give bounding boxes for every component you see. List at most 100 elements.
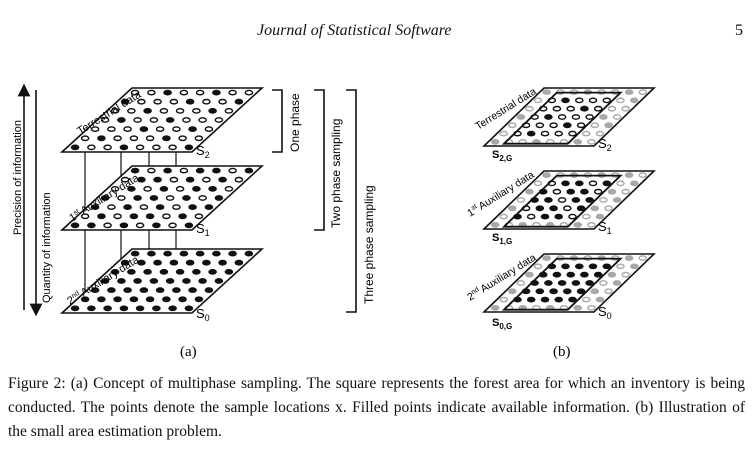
plane-b-s0-small-area [501, 257, 623, 311]
sample-point [97, 296, 106, 303]
sample-point [179, 250, 189, 257]
sample-point [544, 114, 553, 120]
sample-point [87, 144, 96, 151]
sample-point [153, 98, 162, 105]
caption-text: (a) Concept of multiphase sampling. The … [8, 375, 745, 440]
sample-point [595, 130, 605, 137]
sample-point [612, 280, 622, 286]
sample-point [540, 213, 550, 220]
sample-point [535, 288, 545, 295]
sample-point [571, 114, 581, 120]
sample-point [120, 176, 130, 183]
sample-point [159, 108, 169, 114]
sample-point [602, 97, 612, 104]
sample-point [202, 98, 211, 105]
sample-point [172, 204, 181, 211]
sample-point [590, 205, 600, 212]
sample-point [185, 176, 195, 183]
phase-brackets [272, 89, 357, 313]
sample-point [638, 89, 648, 95]
sample-point [194, 135, 204, 142]
sample-point [490, 304, 500, 311]
sample-point [516, 280, 526, 286]
sample-point [192, 108, 201, 114]
panel-a-set-labels: S2 S1 S0 [196, 143, 210, 323]
bracket-one-phase [272, 89, 283, 153]
sample-point [143, 108, 152, 114]
sample-point [119, 305, 129, 312]
panel-b-set-labels: S2 S1 S0 [598, 136, 612, 321]
sample-point [107, 126, 116, 133]
sample-point [103, 222, 112, 229]
sample-point [549, 205, 558, 212]
sample-point [557, 197, 567, 203]
sample-point [117, 278, 126, 284]
sample-point [516, 114, 526, 120]
sample-point [100, 278, 110, 284]
sample-point [218, 176, 227, 183]
sample-point [113, 296, 122, 303]
sample-point [490, 221, 500, 228]
sample-point [604, 122, 613, 129]
sample-point [100, 117, 110, 123]
sample-point [143, 268, 152, 275]
sample-point [234, 259, 244, 266]
sample-point [130, 167, 140, 174]
sample-point [544, 197, 553, 203]
sample-point [135, 144, 145, 151]
b-set-label-s1: S1 [598, 219, 612, 236]
sample-point [526, 213, 536, 220]
sample-point [97, 135, 106, 142]
sample-point [152, 305, 161, 312]
sample-point [152, 222, 161, 229]
sample-point [595, 213, 605, 220]
sample-point [588, 97, 598, 104]
sample-point [624, 89, 634, 95]
sample-point [490, 139, 500, 145]
plane-b-s0 [482, 253, 656, 313]
set-label-s2: S2 [196, 143, 210, 160]
sample-point [575, 263, 584, 270]
sample-point [533, 97, 543, 104]
sample-point [149, 117, 159, 123]
sample-point [103, 144, 112, 151]
sample-point [604, 288, 613, 295]
figure-diagram: Precision of information Quantity of inf… [12, 83, 656, 360]
sample-point [525, 188, 534, 195]
sample-point [172, 126, 181, 133]
panel-b-group-labels: S2,G S1,G S0,G [492, 149, 512, 331]
quantity-label: Quantity of information [41, 192, 53, 303]
sample-point [117, 195, 126, 201]
sample-point [621, 271, 631, 278]
sample-point [107, 287, 116, 294]
sample-point [621, 188, 631, 195]
sample-point [576, 205, 586, 212]
sample-point [224, 108, 234, 114]
sample-point [137, 259, 146, 266]
sample-point [542, 255, 551, 262]
sample-point [185, 259, 195, 266]
sample-point [554, 296, 564, 303]
group-label-s1g: S1,G [492, 232, 512, 246]
sample-point [544, 280, 553, 286]
sample-point [97, 213, 106, 220]
sample-point [224, 268, 234, 275]
sample-point [573, 221, 583, 228]
sample-point [580, 188, 589, 195]
sample-point [133, 117, 142, 123]
sample-point [152, 144, 161, 151]
sample-point [599, 280, 608, 286]
sample-point [234, 98, 244, 105]
sample-point [218, 98, 227, 105]
sample-point [214, 278, 224, 284]
sample-point [145, 213, 155, 220]
sample-point [135, 305, 145, 312]
sample-point [169, 259, 179, 266]
sample-point [110, 268, 120, 275]
sample-point [162, 135, 171, 142]
sample-point [139, 126, 149, 133]
sample-point [90, 204, 100, 211]
page-number: 5 [735, 22, 743, 39]
sample-point [588, 180, 598, 187]
sample-point [137, 98, 146, 105]
